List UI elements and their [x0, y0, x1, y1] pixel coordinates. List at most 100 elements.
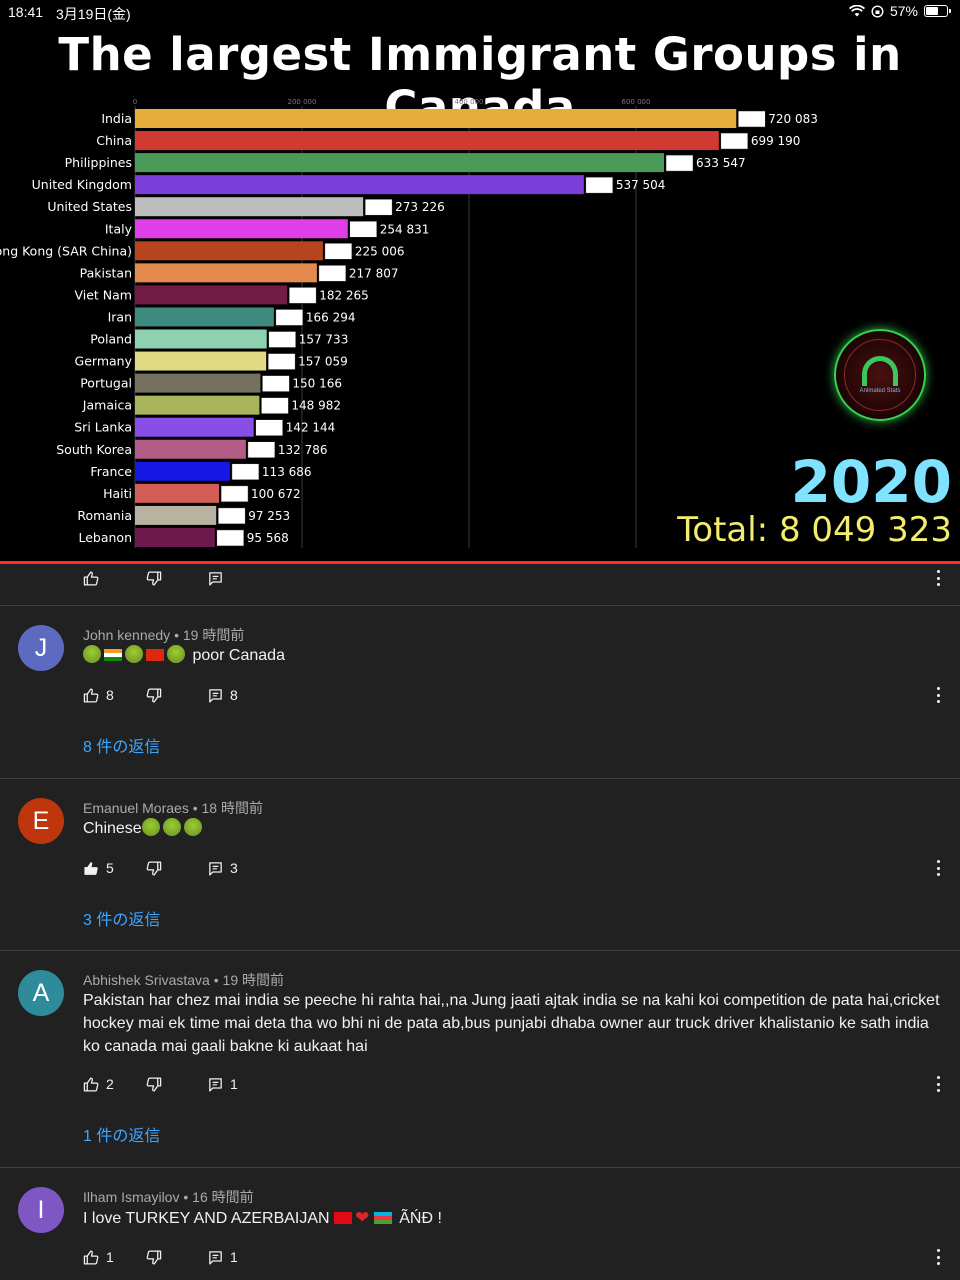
- x-tick-label: 0: [133, 98, 137, 106]
- comment-body-end: ÃŃĐ !: [399, 1210, 442, 1227]
- comment-meta: Emanuel Moraes • 18 時間前: [83, 800, 263, 816]
- comment-author[interactable]: Abhishek Srivastava: [83, 972, 210, 988]
- category-label: Italy: [105, 221, 133, 236]
- kebab-menu-icon[interactable]: [930, 685, 946, 705]
- value-label: 720 083: [768, 112, 818, 126]
- comment-author[interactable]: John kennedy: [83, 627, 171, 643]
- flag-icon: [255, 419, 283, 436]
- like-count: 5: [106, 860, 114, 876]
- bar: [135, 329, 267, 349]
- kebab-menu-icon[interactable]: [930, 1247, 946, 1267]
- dislike-button[interactable]: [145, 687, 207, 704]
- flag-icon: [262, 375, 290, 392]
- thumbs-down-icon: [146, 1249, 162, 1265]
- category-label: Portugal: [80, 376, 132, 391]
- view-replies-link[interactable]: 1 件の返信: [83, 1128, 161, 1145]
- bar: [135, 175, 584, 195]
- view-replies-link[interactable]: 3 件の返信: [83, 912, 161, 929]
- like-button[interactable]: 2: [83, 1076, 145, 1093]
- reply-count: 8: [230, 687, 238, 703]
- flag-icon: [231, 463, 260, 481]
- comment-author[interactable]: Emanuel Moraes: [83, 800, 189, 816]
- reply-button[interactable]: 8: [207, 687, 269, 704]
- bar: [135, 285, 288, 305]
- view-replies-link[interactable]: 8 件の返信: [83, 739, 161, 756]
- nauseated-face-icon: [141, 818, 160, 836]
- flag-icon: [275, 309, 304, 326]
- avatar[interactable]: E: [18, 798, 64, 844]
- nauseated-face-icon: [167, 645, 185, 663]
- thumbs-down-icon: [146, 860, 162, 876]
- battery-icon: [924, 5, 951, 17]
- avatar[interactable]: J: [18, 625, 64, 671]
- flag-icon: [665, 154, 694, 172]
- bar: [135, 307, 274, 327]
- dislike-button[interactable]: [145, 860, 207, 877]
- logo-text: Animated Stats: [859, 388, 901, 394]
- bar-chart: 0 200 000 400 000 600 000 India 720 083 China 6…: [0, 98, 818, 548]
- value-label: 254 831: [380, 222, 430, 236]
- divider: [0, 605, 960, 606]
- flag-icon: [318, 265, 347, 282]
- dislike-button[interactable]: [145, 570, 207, 587]
- x-tick-label: 400 000: [455, 98, 484, 106]
- nauseated-face-icon: [83, 645, 101, 663]
- comment-time[interactable]: 18 時間前: [201, 800, 263, 816]
- category-label: United Kingdom: [32, 177, 132, 192]
- china-flag-icon: [146, 649, 164, 661]
- azerbaijan-flag-icon: [373, 1212, 392, 1224]
- bar: [135, 395, 260, 415]
- value-label: 217 807: [349, 266, 399, 280]
- value-label: 157 059: [298, 355, 348, 369]
- dislike-button[interactable]: [145, 1249, 207, 1266]
- reply-button[interactable]: 3: [207, 860, 269, 877]
- value-label: 273 226: [395, 200, 445, 214]
- comment-text: Chinese: [83, 817, 942, 840]
- video-progress-bar[interactable]: [0, 561, 960, 564]
- value-label: 132 786: [278, 443, 328, 457]
- comment-text: Pakistan har chez mai india se peeche hi…: [83, 989, 942, 1058]
- status-time: 18:41: [8, 4, 44, 20]
- category-label: Philippines: [65, 155, 132, 170]
- value-label: 150 166: [292, 377, 342, 391]
- category-label: Lebanon: [78, 530, 132, 545]
- india-flag-icon: [104, 649, 122, 661]
- bar: [135, 131, 719, 151]
- comment-time[interactable]: 19 時間前: [182, 627, 245, 643]
- comment-actions: 1 1: [83, 1245, 269, 1269]
- like-count: 1: [106, 1249, 114, 1265]
- bar: [135, 461, 230, 481]
- thumbs-down-icon: [146, 1076, 162, 1092]
- comment-time[interactable]: 16 時間前: [192, 1189, 254, 1205]
- video-player[interactable]: 18:41 3月19日(金) 57% The largest Immigrant…: [0, 0, 960, 562]
- avatar[interactable]: I: [18, 1187, 64, 1233]
- like-button[interactable]: [83, 570, 145, 587]
- value-label: 182 265: [319, 288, 369, 302]
- value-label: 225 006: [355, 244, 405, 258]
- like-button[interactable]: 1: [83, 1249, 145, 1266]
- reply-button[interactable]: 1: [207, 1249, 269, 1266]
- turkey-flag-icon: [334, 1212, 353, 1224]
- comment-text: poor Canada: [83, 644, 942, 667]
- kebab-menu-icon[interactable]: [930, 858, 946, 878]
- comment-body-start: I love TURKEY AND AZERBAIJAN: [83, 1210, 330, 1227]
- flag-icon: [364, 198, 393, 216]
- comment-time[interactable]: 19 時間前: [222, 972, 284, 988]
- like-button[interactable]: 5: [83, 860, 145, 877]
- reply-icon: [209, 1250, 222, 1265]
- dislike-button[interactable]: [145, 1076, 207, 1093]
- category-label: Germany: [75, 354, 133, 369]
- kebab-menu-icon[interactable]: [930, 568, 946, 588]
- reply-count: 3: [230, 860, 238, 876]
- reply-button[interactable]: [207, 570, 269, 587]
- category-label: Jamaica: [82, 398, 132, 413]
- value-label: 633 547: [696, 156, 746, 170]
- avatar[interactable]: A: [18, 970, 64, 1016]
- flag-icon: [268, 331, 296, 348]
- bar: [135, 153, 665, 173]
- reply-button[interactable]: 1: [207, 1076, 269, 1093]
- kebab-menu-icon[interactable]: [930, 1074, 946, 1094]
- comment-author[interactable]: Ilham Ismayilov: [83, 1189, 180, 1205]
- thumbs-up-icon: [83, 1076, 99, 1092]
- like-button[interactable]: 8: [83, 687, 145, 704]
